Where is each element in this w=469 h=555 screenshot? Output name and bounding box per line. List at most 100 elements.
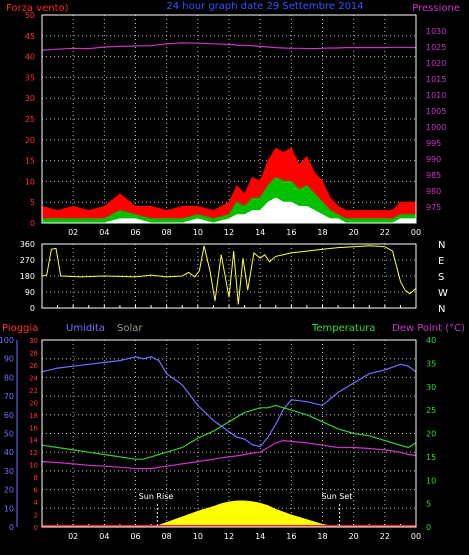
x-tick-label: 02: [68, 228, 78, 237]
x-tick-label: 10: [193, 532, 203, 541]
humidity-line: [41, 356, 417, 448]
wind-direction-chart: 0 N 90 W 180 S 270 E 360 N: [20, 240, 448, 315]
compass-label: W: [438, 288, 448, 299]
rain-tick-label: 12: [29, 449, 38, 457]
graph-title: 24 hour graph date 29 Settembre 2014: [166, 1, 363, 12]
temperature-tick-label: 20: [426, 430, 436, 439]
pressure-tick-label: 995: [426, 139, 441, 148]
plot-frame: [41, 339, 417, 528]
pressure-tick-label: 1000: [426, 123, 446, 132]
pressure-tick-label: 990: [426, 155, 441, 164]
wind-tick-label: 50: [25, 11, 35, 20]
wind-tick-label: 15: [25, 157, 35, 166]
wind-tick-label: 20: [25, 136, 35, 145]
wind-tick-label: 5: [30, 198, 35, 207]
x-tick-label: 06: [130, 228, 140, 237]
wind-tick-label: 10: [25, 177, 35, 186]
rain-tick-label: 4: [34, 499, 39, 507]
x-tick-label: 16: [286, 228, 296, 237]
rain-tick-label: 2: [34, 512, 38, 520]
compass-label: E: [438, 256, 444, 267]
humidity-tick-label: 20: [4, 486, 14, 495]
compass-label: N: [438, 304, 445, 315]
pressure-tick-label: 985: [426, 171, 441, 180]
x-tick-label: 14: [255, 228, 265, 237]
temperature-tick-label: 0: [426, 523, 431, 532]
wind-tick-label: 0: [30, 219, 35, 228]
pressure-tick-label: 1005: [426, 107, 446, 116]
rain-tick-label: 6: [34, 487, 39, 495]
rain-tick-label: 10: [29, 462, 38, 470]
sun-set-label: Sun Set: [322, 492, 353, 501]
wind-tick-label: 30: [25, 94, 35, 103]
wind-tick-label: 25: [25, 115, 35, 124]
plot-frame: [41, 14, 417, 224]
wind-tick-label: 35: [25, 73, 35, 82]
rain-tick-label: 22: [29, 387, 38, 395]
x-tick-label: 12: [224, 532, 234, 541]
x-tick-label: 22: [380, 228, 390, 237]
humidity-tick-label: 10: [4, 504, 14, 513]
direction-tick-label: 90: [25, 288, 35, 297]
pressure-tick-label: 1020: [426, 59, 446, 68]
direction-tick-label: 0: [30, 304, 35, 313]
x-tick-label: 06: [130, 532, 140, 541]
wind-tick-label: 45: [25, 32, 35, 41]
temperature-tick-label: 30: [426, 383, 436, 392]
rain-tick-label: 16: [29, 424, 38, 432]
humidity-tick-label: 0: [9, 523, 14, 532]
temperature-line: [41, 404, 417, 460]
solar-axis-label: Solar: [117, 323, 143, 334]
x-tick-label: 18: [317, 532, 327, 541]
humidity-temperature-solar-chart: 0102030405060708090100024681012141618202…: [0, 336, 436, 541]
x-tick-label: 08: [162, 228, 172, 237]
rain-tick-label: 8: [34, 474, 38, 482]
temperature-axis-label: Temperatura: [311, 323, 376, 334]
dewpoint-line: [41, 439, 417, 470]
temperature-tick-label: 15: [426, 453, 436, 462]
humidity-tick-label: 70: [4, 392, 14, 401]
temperature-tick-label: 5: [426, 500, 431, 509]
dewpoint-axis-label: Dew Point (°C): [392, 323, 465, 334]
pressure-tick-label: 1030: [426, 27, 446, 36]
temperature-tick-label: 10: [426, 476, 436, 485]
wind-pressure-chart: 0510152025303540455097598098599099510001…: [25, 11, 447, 237]
temperature-tick-label: 40: [426, 336, 436, 345]
x-tick-label: 04: [99, 228, 109, 237]
plot-frame: [41, 243, 417, 309]
rain-tick-label: 18: [29, 412, 38, 420]
rain-tick-label: 30: [29, 337, 38, 345]
x-tick-label: 20: [349, 532, 359, 541]
x-tick-label: 08: [162, 532, 172, 541]
x-tick-label: 14: [255, 532, 265, 541]
solar-area: [42, 500, 416, 528]
humidity-tick-label: 40: [4, 448, 14, 457]
x-tick-label: 00: [411, 228, 421, 237]
pressure-tick-label: 975: [426, 203, 441, 212]
compass-label: N: [438, 240, 445, 251]
direction-tick-label: 180: [20, 272, 35, 281]
humidity-tick-label: 100: [0, 336, 14, 345]
rain-tick-label: 28: [29, 349, 38, 357]
rain-axis-label: Pioggia: [2, 323, 38, 334]
rain-tick-label: 0: [34, 524, 38, 532]
compass-label: S: [438, 272, 444, 283]
wind-tick-label: 40: [25, 53, 35, 62]
pressure-tick-label: 1010: [426, 91, 446, 100]
x-tick-label: 22: [380, 532, 390, 541]
humidity-tick-label: 30: [4, 467, 14, 476]
temperature-tick-label: 25: [426, 406, 436, 415]
direction-tick-label: 360: [20, 240, 35, 249]
x-tick-label: 04: [99, 532, 109, 541]
x-tick-label: 02: [68, 532, 78, 541]
pressure-line: [41, 42, 417, 51]
x-tick-label: 16: [286, 532, 296, 541]
rain-tick-label: 26: [29, 362, 38, 370]
humidity-axis-label: Umidita: [66, 323, 105, 334]
humidity-tick-label: 50: [4, 430, 14, 439]
x-tick-label: 10: [193, 228, 203, 237]
rain-tick-label: 24: [29, 374, 38, 382]
humidity-tick-label: 60: [4, 411, 14, 420]
pressure-axis-label: Pressione: [412, 3, 460, 14]
